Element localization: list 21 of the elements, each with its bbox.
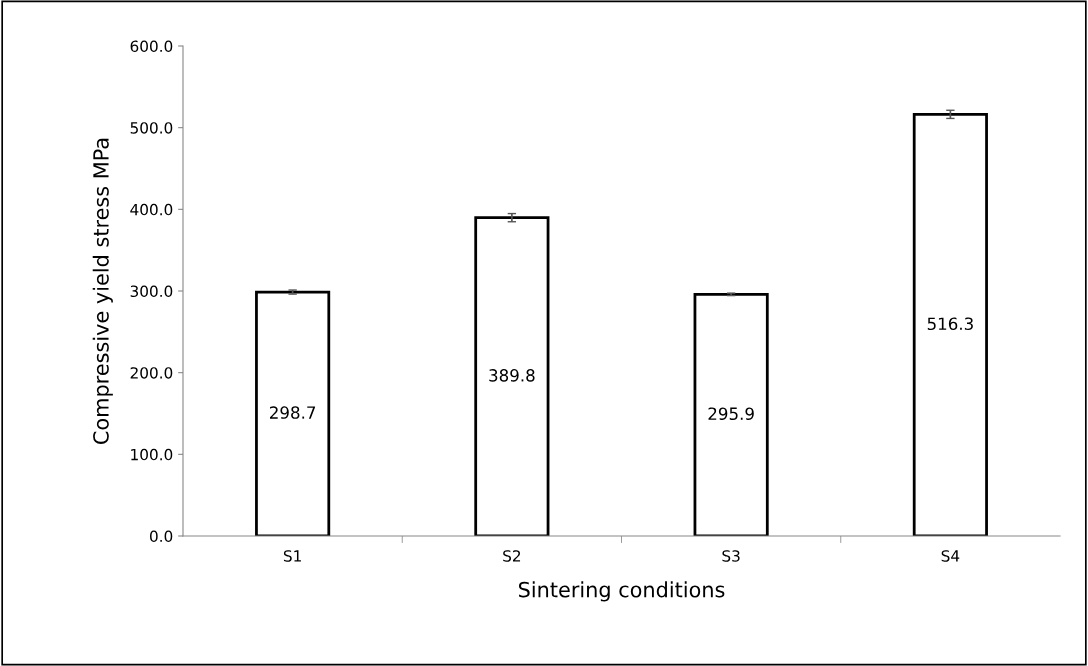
y-tick-label: 0.0 <box>149 530 173 543</box>
bar <box>474 216 550 536</box>
x-tick-label: S4 <box>941 550 960 562</box>
bar <box>255 290 331 536</box>
y-tick-label: 200.0 <box>130 367 173 379</box>
x-tick-label: S1 <box>283 550 301 562</box>
data-label: 516.3 <box>927 317 973 331</box>
bar <box>693 292 769 536</box>
y-tick-label: 600.0 <box>130 40 173 53</box>
x-axis-title: Sintering conditions <box>518 581 725 602</box>
bar <box>912 112 988 536</box>
y-tick-label: 500.0 <box>130 122 173 134</box>
y-axis-title: Compressive yield stress MPa <box>92 138 113 444</box>
data-label: 298.7 <box>269 406 316 419</box>
data-label: 295.9 <box>708 407 754 421</box>
y-tick-label: 400.0 <box>130 203 173 216</box>
data-label: 389.8 <box>489 369 535 382</box>
y-tick-label: 100.0 <box>131 448 173 461</box>
y-tick-label: 300.0 <box>130 285 173 298</box>
x-tick-label: S2 <box>503 550 521 562</box>
x-tick-label: S3 <box>722 550 740 562</box>
